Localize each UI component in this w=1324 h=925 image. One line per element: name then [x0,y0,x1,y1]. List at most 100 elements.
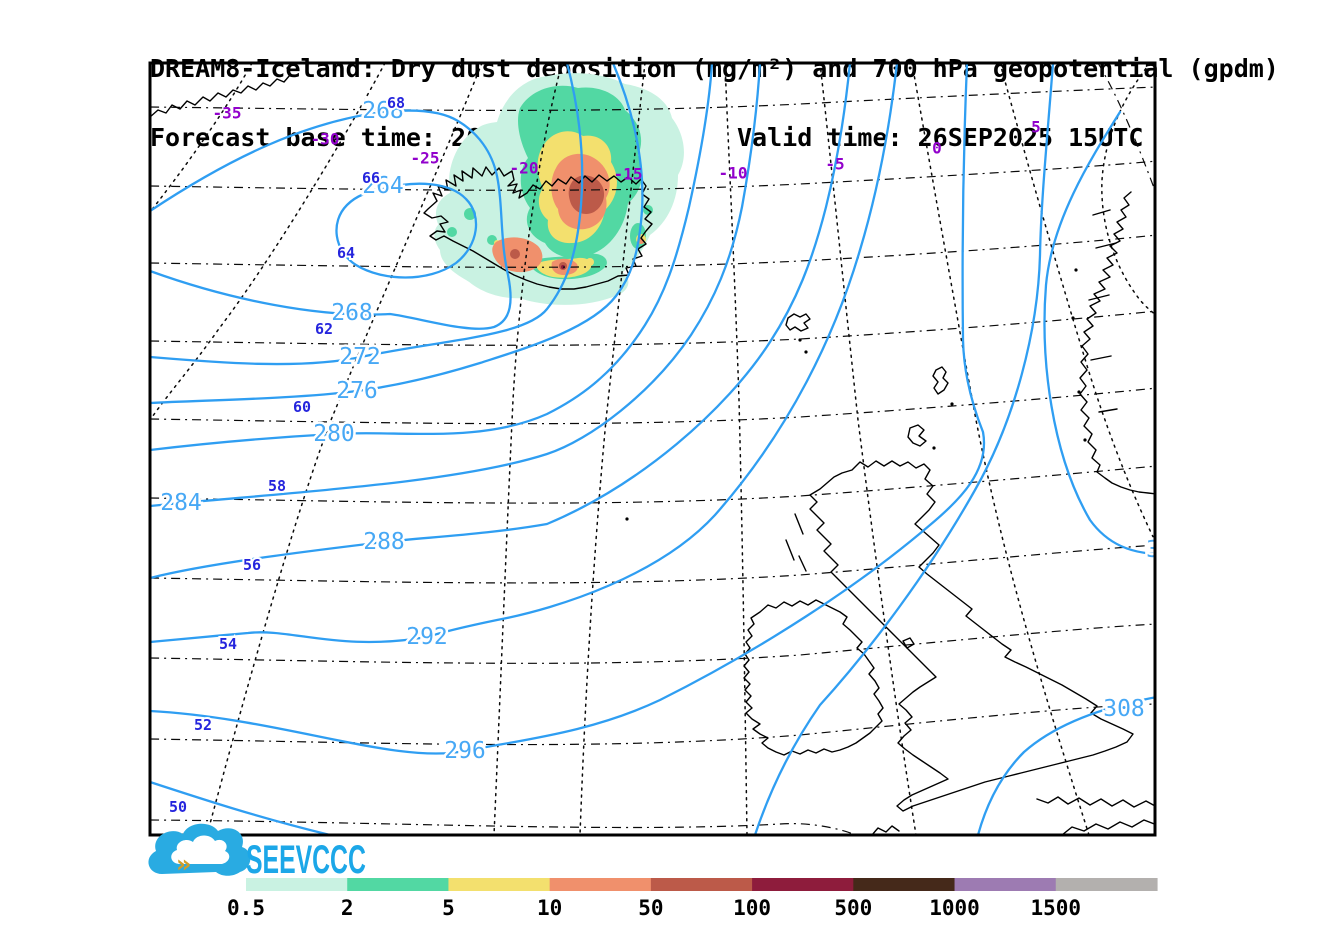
latitude-line [150,544,1155,584]
latitude-label: 54 [219,635,237,653]
latitude-label: 62 [315,320,333,338]
latitude-label: 66 [362,169,380,187]
colorbar-tick-label: 1500 [1030,896,1081,920]
latitude-label: 58 [268,477,286,495]
latitude-label: 60 [293,398,311,416]
colorbar-segment [752,878,854,891]
dust-level-5-area [568,175,605,214]
logo-text: SEEVCCC [246,838,366,882]
deposition-colorbar: 0.5 2 5 10 50 100 500 1000 1500 [227,878,1158,920]
longitude-label: -25 [411,149,440,168]
great-britain-coast [809,460,1134,812]
islet-dot [932,446,936,450]
chart-title-line1: DREAM8-Iceland: Dry dust deposition (mg/… [150,54,1279,83]
greenland-coast [150,63,294,118]
latitude-line [150,819,857,835]
geopotential-contour-layer [150,63,1155,835]
latitude-line [150,703,1155,746]
latitude-label-group: 68 66 64 62 60 58 56 54 52 50 [167,92,407,818]
contour-300-corner [150,780,332,835]
colorbar-tick-label: 2 [341,896,354,920]
islet-dot [1077,390,1081,394]
islet-dot [1071,316,1075,320]
colorbar-tick-label: 100 [733,896,771,920]
contour-304 [1043,110,1155,556]
longitude-line [819,63,917,835]
contour-264 [335,182,478,279]
colorbar-tick-label: 1000 [929,896,980,920]
contour-272 [150,63,584,366]
longitude-line [150,63,386,421]
longitude-line [579,63,646,835]
coastline-layer [150,63,1155,835]
longitude-label: 5 [1031,118,1041,137]
latitude-line [150,234,1155,268]
colorbar-segment [954,878,1057,891]
contour-292 [150,63,899,644]
longitude-label-group: -35 -30 -25 -20 -15 -10 -5 0 5 [213,104,1041,184]
contour-label: 276 [336,378,378,404]
islet-dot [798,338,802,342]
longitude-line [150,63,253,213]
contour-288 [150,63,852,580]
islet-dot [950,402,954,406]
longitude-line [911,63,1090,835]
page-title: DREAM8-Iceland: Dry dust deposition (mg/… [150,11,1279,195]
hebrides-coast [785,513,807,572]
iceland-coast [423,166,653,290]
longitude-line [724,63,748,835]
contour-308 [976,696,1155,835]
colorbar-segment [650,878,753,891]
orkney-coast [907,424,927,447]
contour-284 [150,63,762,508]
islet-dot [804,350,808,354]
norway-coast [1079,191,1155,495]
latitude-label: 50 [169,798,187,816]
norway-fjord-lines [1088,209,1118,413]
longitude-label: -15 [614,165,643,184]
isle-of-man-coast [902,637,915,649]
contour-296 [150,63,986,755]
latitude-line [1097,63,1155,193]
colorbar-segment [549,878,652,891]
ireland-coast [743,599,884,756]
contour-label: 264 [362,173,404,199]
colorbar-tick-label: 5 [442,896,455,920]
latitude-label: 68 [387,94,405,112]
longitude-line [206,63,483,835]
logo-arrow-icon: » [176,850,192,878]
contour-label: 268 [331,300,373,326]
map-frame [148,61,1157,837]
dust-level-6-spot [561,265,565,269]
contour-300 [753,63,1055,835]
contour-label: 280 [313,421,355,447]
contour-label: 284 [160,490,202,516]
dust-shading-layer [434,73,684,305]
contour-label: 272 [339,344,381,370]
latitude-line [150,160,1155,191]
contour-280 [150,63,714,452]
islet-dot [1083,438,1087,442]
longitude-label: -20 [510,159,539,178]
dust-spot [510,249,520,259]
colorbar-tick-label: 500 [834,896,872,920]
faroe-islands-coast [785,313,811,332]
islet-dot [1074,268,1078,272]
colorbar-tick-label: 50 [638,896,663,920]
contour-label: 288 [363,529,405,555]
longitude-label: -30 [311,130,340,149]
latitude-label: 64 [337,244,355,262]
latitude-label: 52 [194,716,212,734]
latitude-label: 56 [243,556,261,574]
dust-spot [447,227,457,237]
colorbar-tick-label: 10 [537,896,562,920]
contour-label: 268 [362,98,404,124]
longitude-label: 0 [932,139,942,158]
colorbar-segment [448,878,551,891]
seevccc-logo: » SEEVCCC [148,823,366,883]
latitude-line [150,623,1155,664]
longitude-line [1101,63,1155,316]
longitude-label: -35 [213,104,242,123]
